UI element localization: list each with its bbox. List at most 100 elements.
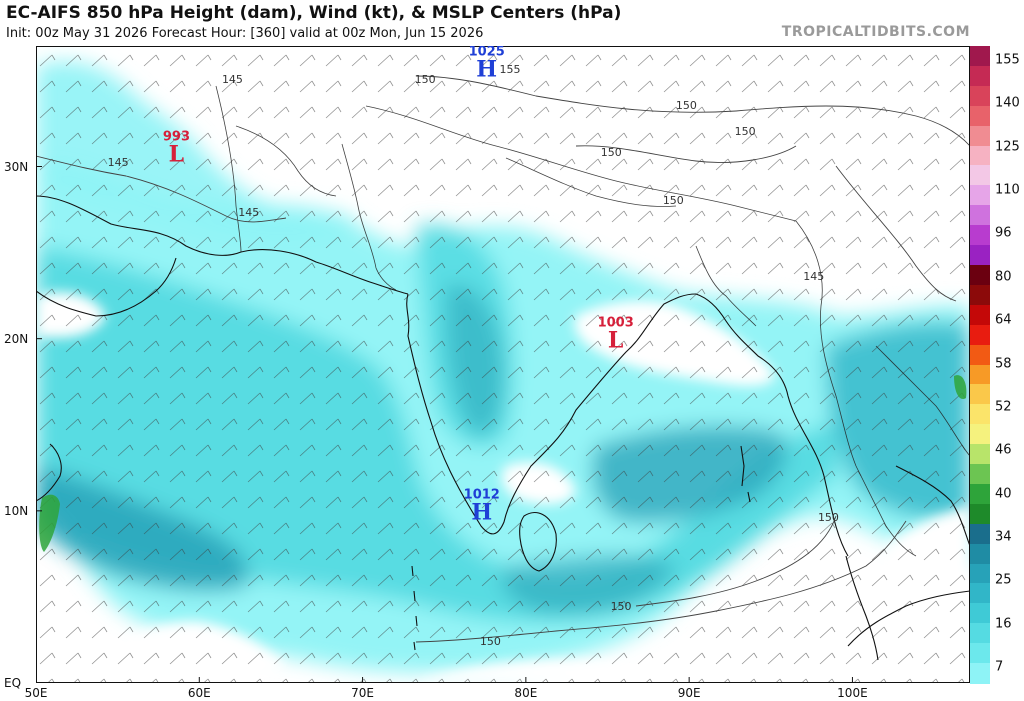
colorbar-swatch bbox=[970, 284, 990, 306]
colorbar-label: 140 bbox=[995, 95, 1020, 111]
coastline-andaman bbox=[740, 445, 751, 503]
colorbar-swatch bbox=[970, 165, 990, 186]
colorbar-label: 52 bbox=[995, 399, 1012, 415]
lon-label: 90E bbox=[677, 686, 701, 700]
colorbar-swatch bbox=[970, 623, 990, 644]
contour-150-south bbox=[415, 520, 907, 643]
coastline-maldives bbox=[411, 565, 418, 651]
colorbar-swatch bbox=[970, 464, 990, 485]
border-china-india bbox=[365, 105, 797, 222]
low-pressure-center: 993 L bbox=[163, 130, 190, 165]
border-laos-viet bbox=[875, 345, 970, 457]
colorbar-label: 34 bbox=[995, 529, 1012, 545]
border-thai bbox=[855, 465, 917, 557]
center-type-letter: L bbox=[607, 327, 624, 353]
strong-wind-patch-somalia bbox=[39, 494, 60, 552]
coastline-arabia-iran bbox=[36, 195, 409, 295]
coastline-oman bbox=[36, 257, 177, 317]
contour-label: 150 bbox=[414, 73, 436, 87]
coastline-india bbox=[406, 293, 697, 535]
country-borders bbox=[215, 85, 970, 557]
colorbar-swatch bbox=[970, 344, 990, 366]
colorbar-swatch bbox=[970, 503, 990, 525]
lon-label: 100E bbox=[837, 686, 868, 700]
lon-label: 50E bbox=[24, 686, 48, 700]
border-pakistan-india bbox=[341, 143, 397, 291]
colorbar-swatch bbox=[970, 125, 990, 147]
colorbar-label: 96 bbox=[995, 225, 1012, 241]
high-pressure-center: 1025 H bbox=[469, 46, 505, 81]
contour-label: 150 bbox=[610, 600, 632, 614]
center-pressure-value: 993 bbox=[162, 129, 190, 145]
colorbar-swatch bbox=[970, 46, 990, 67]
contour-150-tibet bbox=[575, 145, 797, 163]
colorbar-swatch bbox=[970, 444, 990, 465]
colorbar-swatch bbox=[970, 404, 990, 425]
colorbar-swatch bbox=[970, 245, 990, 266]
colorbar-swatch bbox=[970, 145, 990, 167]
coastline-indochina bbox=[895, 465, 970, 547]
colorbar-swatch bbox=[970, 364, 990, 385]
wind-barbs-field bbox=[36, 46, 970, 683]
border-nepal bbox=[505, 157, 677, 207]
colorbar-swatch bbox=[970, 85, 990, 107]
colorbar-label: 16 bbox=[995, 616, 1012, 632]
contour-145-east bbox=[835, 165, 957, 302]
contour-label: 150 bbox=[675, 99, 697, 113]
coastline-sumatra bbox=[847, 590, 970, 647]
contour-145-west bbox=[36, 155, 287, 223]
lat-label: 30N bbox=[4, 159, 29, 174]
contour-label: 145 bbox=[107, 156, 129, 170]
border-myanmar bbox=[795, 220, 857, 467]
colorbar-swatch bbox=[970, 563, 990, 585]
colorbar-label: 155 bbox=[995, 52, 1020, 68]
colorbar-label: 80 bbox=[995, 269, 1012, 285]
contour-label: 150 bbox=[734, 125, 756, 139]
border-bangladesh bbox=[695, 245, 757, 327]
site-brand[interactable]: TROPICALTIDBITS.COM bbox=[781, 24, 970, 40]
center-type-letter: L bbox=[168, 141, 185, 168]
coastline-sri-lanka bbox=[519, 512, 557, 572]
map-header: EC-AIFS 850 hPa Height (dam), Wind (kt),… bbox=[0, 0, 1024, 46]
map-frame bbox=[36, 46, 970, 683]
colorbar-swatch bbox=[970, 663, 990, 684]
lon-label: 80E bbox=[514, 686, 538, 700]
high-pressure-center: 1012 H bbox=[464, 488, 500, 523]
contour-label: 145 bbox=[238, 205, 260, 219]
border-iran-afghan bbox=[215, 85, 242, 253]
colorbar-label: 125 bbox=[995, 139, 1020, 155]
contour-150-north bbox=[415, 75, 970, 147]
colorbar-swatch bbox=[970, 543, 990, 565]
lat-label: 20N bbox=[4, 331, 29, 346]
contour-label: 150 bbox=[600, 145, 622, 159]
contour-label: 155 bbox=[499, 63, 521, 77]
colorbar-label: 58 bbox=[995, 356, 1012, 371]
lat-label: 10N bbox=[4, 503, 29, 518]
colorbar-label: 40 bbox=[995, 486, 1012, 502]
height-contours bbox=[36, 75, 970, 643]
map-canvas bbox=[36, 46, 970, 683]
map-title: EC-AIFS 850 hPa Height (dam), Wind (kt),… bbox=[6, 3, 622, 23]
contour-label: 145 bbox=[221, 73, 243, 87]
contour-label: 145 bbox=[803, 269, 825, 283]
center-pressure-value: 1012 bbox=[463, 487, 500, 503]
colorbar-label: 25 bbox=[995, 572, 1012, 588]
colorbar-swatch bbox=[970, 225, 990, 246]
colorbar-label: 64 bbox=[995, 312, 1012, 328]
colorbar-swatch bbox=[970, 603, 990, 624]
colorbar-swatch bbox=[970, 304, 990, 326]
lat-label: EQ bbox=[4, 676, 22, 690]
center-pressure-value: 1025 bbox=[468, 46, 505, 60]
colorbar-swatch bbox=[970, 643, 990, 664]
coastline-bay-east bbox=[695, 293, 849, 557]
colorbar-label: 7 bbox=[995, 659, 1004, 675]
map-subtitle: Init: 00z May 31 2026 Forecast Hour: [36… bbox=[6, 26, 484, 41]
forecast-map: 145 145 145 150 155 150 150 150 150 145 150 150 150 … bbox=[36, 46, 970, 683]
colorbar-swatch bbox=[970, 205, 990, 226]
center-type-letter: H bbox=[471, 499, 493, 526]
contour-150-bay bbox=[635, 515, 837, 607]
colorbar-label: 110 bbox=[995, 182, 1020, 198]
colorbar-swatch bbox=[970, 384, 990, 405]
colorbar-label: 46 bbox=[995, 442, 1012, 458]
colorbar-swatch bbox=[970, 523, 990, 545]
